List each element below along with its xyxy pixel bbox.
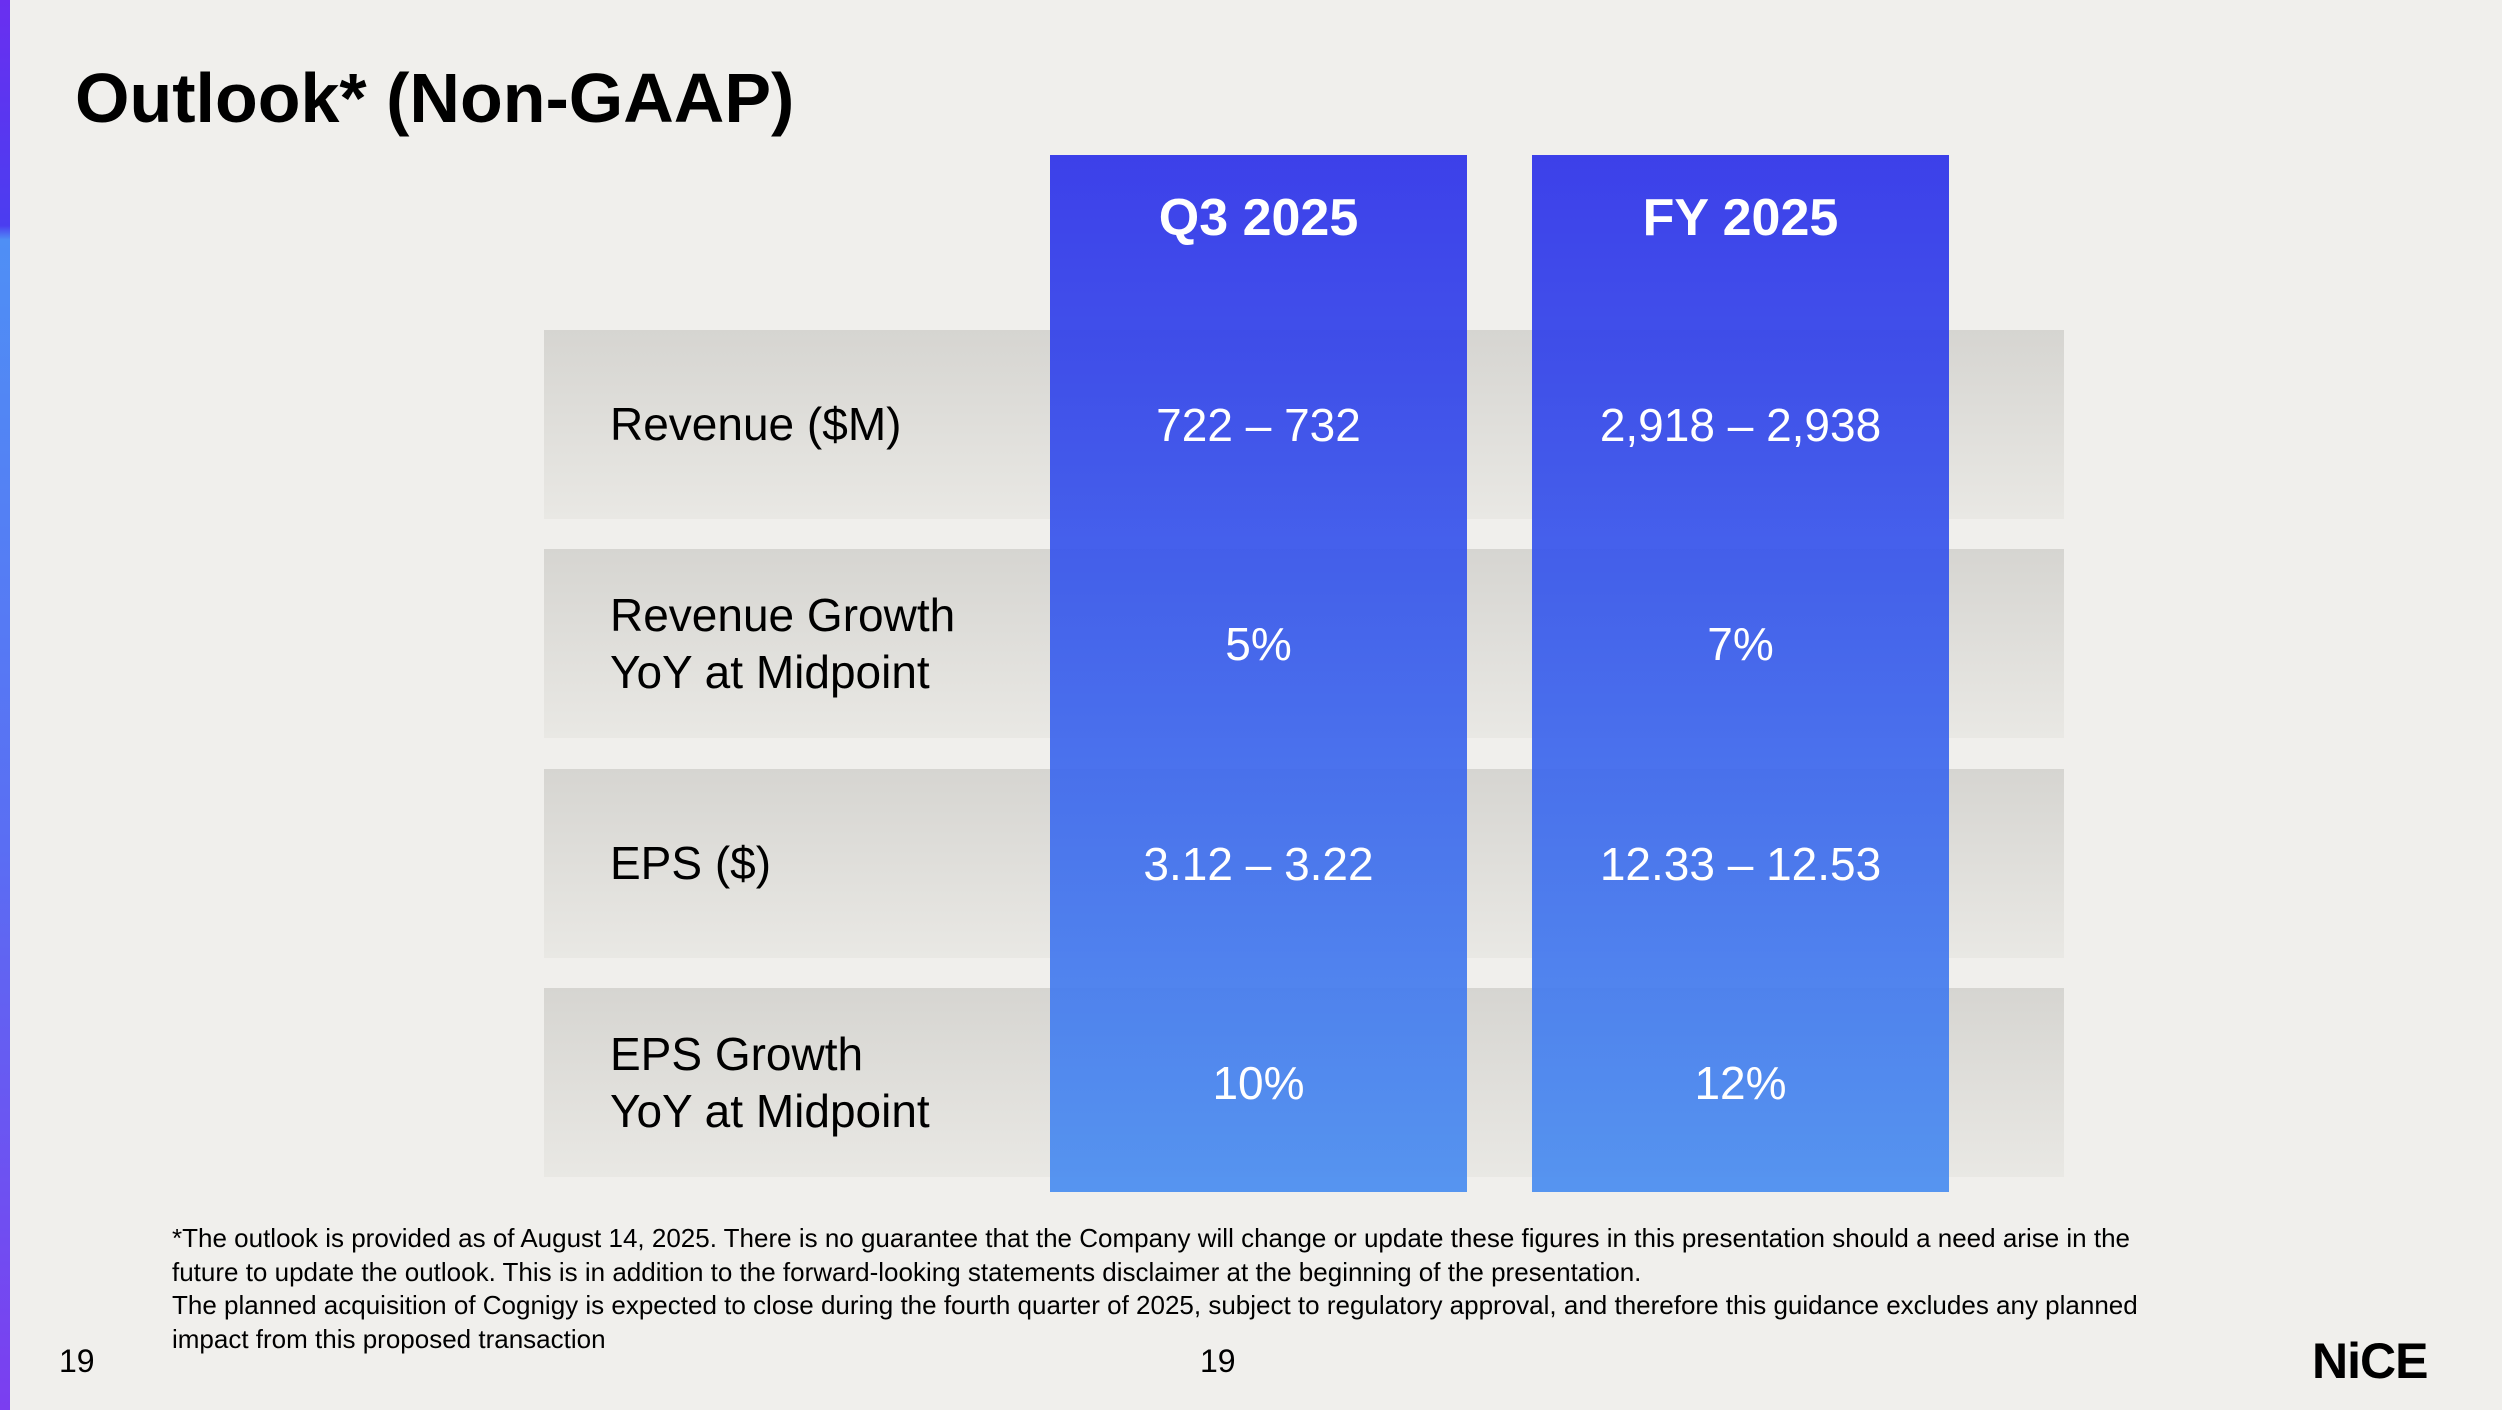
footnote: *The outlook is provided as of August 14… (172, 1222, 2138, 1356)
table-cell: 5% (1225, 617, 1292, 670)
footnote-line: *The outlook is provided as of August 14… (172, 1223, 2131, 1253)
table-cell: 12% (1694, 1056, 1787, 1109)
table-cell: 3.12 – 3.22 (1143, 837, 1374, 890)
row-label: Revenue ($M) (610, 330, 901, 519)
logo: NiCE (2312, 1333, 2428, 1389)
table-cell: 7% (1707, 617, 1774, 670)
row-label: Revenue Growth YoY at Midpoint (610, 549, 955, 738)
column-highlight (1532, 155, 1949, 1192)
column-header: Q3 2025 (1158, 189, 1359, 247)
row-label: EPS ($) (610, 769, 771, 958)
slide-title: Outlook* (Non-GAAP) (75, 59, 795, 137)
row-label-line: EPS ($) (610, 837, 772, 889)
footnote-line: future to update the outlook. This is in… (172, 1256, 1642, 1287)
table-cell: 2,918 – 2,938 (1599, 398, 1882, 451)
row-label-line: Revenue ($M) (610, 398, 902, 450)
row-label: EPS Growth YoY at Midpoint (610, 988, 930, 1177)
page-number: 19 (59, 1343, 95, 1379)
table-cell: 10% (1212, 1056, 1305, 1109)
table-cell: 12.33 – 12.53 (1599, 837, 1882, 890)
row-label-line: YoY at Midpoint (610, 1084, 930, 1137)
table-cell: 722 – 732 (1156, 398, 1361, 451)
column-highlight (1050, 155, 1467, 1192)
row-label-line: Revenue Growth (610, 588, 956, 641)
side-bar (0, 0, 10, 1410)
footnote-line: The planned acquisition of Cognigy is ex… (172, 1290, 2138, 1320)
row-label-line: EPS Growth (610, 1027, 864, 1080)
page-number: 19 (1200, 1343, 1236, 1379)
row-label-line: YoY at Midpoint (610, 645, 930, 698)
column-header: FY 2025 (1642, 189, 1839, 247)
footnote-line: impact from this proposed transaction (172, 1323, 606, 1354)
